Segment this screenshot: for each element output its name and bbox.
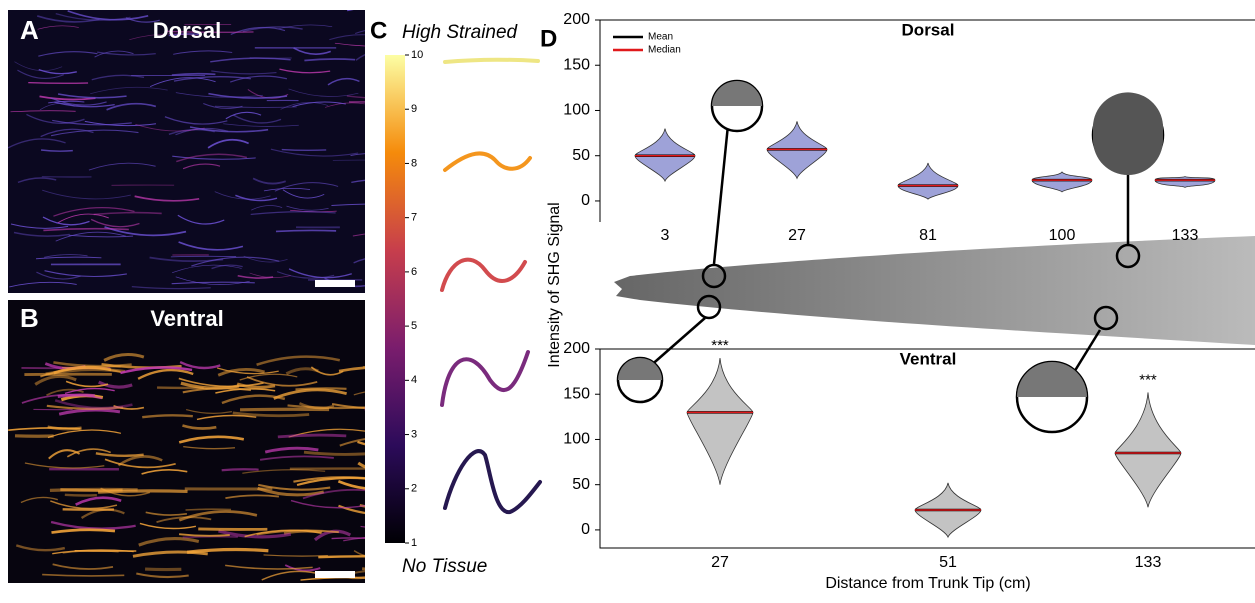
- panel-letter: C: [370, 17, 387, 44]
- y-tick-label: 50: [572, 476, 590, 493]
- violin: [687, 358, 753, 485]
- x-tick-label: 81: [919, 227, 937, 244]
- image-title: Ventral: [150, 306, 223, 331]
- significance: ***: [1139, 371, 1157, 388]
- y-axis-label: Intensity of SHG Signal: [546, 202, 563, 367]
- colorbar-tick-label: 4: [411, 374, 417, 386]
- x-tick-label: 100: [1049, 227, 1076, 244]
- chart-title: Ventral: [900, 349, 957, 368]
- panel-letter: D: [540, 25, 557, 52]
- significance: ***: [711, 337, 729, 354]
- fiber: [65, 495, 97, 496]
- colorbar-tick-label: 10: [411, 49, 423, 61]
- panel-letter: B: [20, 303, 39, 333]
- colorbar-tick-label: 1: [411, 537, 417, 549]
- y-tick-label: 150: [563, 56, 590, 73]
- violin: [1155, 177, 1215, 188]
- y-tick-label: 100: [563, 102, 590, 119]
- y-tick-label: 100: [563, 431, 590, 448]
- fiber: [50, 489, 138, 490]
- y-tick-label: 0: [581, 192, 590, 209]
- x-axis-label: Distance from Trunk Tip (cm): [825, 575, 1030, 592]
- x-tick-label: 51: [939, 554, 957, 571]
- figure: A Dorsal B Ventral C High Strained No Ti…: [0, 0, 1255, 598]
- legend-label: Median: [648, 45, 681, 56]
- fiber: [240, 409, 329, 410]
- violin: [898, 163, 958, 199]
- colorbar-tick-label: 3: [411, 428, 417, 440]
- colorbar-label: High Strained: [402, 22, 519, 43]
- scale-bar: [315, 280, 355, 287]
- y-tick-label: 200: [563, 340, 590, 357]
- fiber: [295, 388, 346, 389]
- fiber: [282, 150, 326, 151]
- fiber: [145, 569, 181, 570]
- x-tick-label: 27: [788, 227, 806, 244]
- colorbar-tick-label: 2: [411, 483, 417, 495]
- colorbar-tick-label: 6: [411, 266, 417, 278]
- x-tick-label: 3: [661, 227, 670, 244]
- strain-waves: [442, 60, 540, 512]
- y-tick-label: 150: [563, 385, 590, 402]
- fiber: [318, 556, 391, 557]
- image-title: Dorsal: [153, 18, 221, 43]
- trunk-image: [614, 236, 1255, 345]
- x-tick-label: 27: [711, 554, 729, 571]
- violin: [1032, 172, 1092, 192]
- x-tick-label: 133: [1172, 227, 1199, 244]
- colorbar-tick-label: 8: [411, 157, 417, 169]
- y-tick-label: 50: [572, 147, 590, 164]
- scale-bar: [315, 571, 355, 578]
- panel-letter: A: [20, 15, 39, 45]
- colorbar-tick-label: 7: [411, 212, 417, 224]
- fiber: [28, 83, 88, 84]
- colorbar-label: No Tissue: [402, 556, 487, 577]
- fiber: [186, 509, 231, 510]
- chart-title: Dorsal: [902, 20, 955, 39]
- fiber: [222, 469, 259, 470]
- y-tick-label: 0: [581, 521, 590, 538]
- legend-label: Mean: [648, 32, 673, 43]
- violin: [1115, 392, 1181, 507]
- colorbar-tick-label: 9: [411, 103, 417, 115]
- colorbar: [385, 55, 405, 543]
- y-tick-label: 200: [563, 11, 590, 28]
- fiber: [276, 230, 336, 231]
- x-tick-label: 133: [1135, 554, 1162, 571]
- colorbar-tick-label: 5: [411, 320, 417, 332]
